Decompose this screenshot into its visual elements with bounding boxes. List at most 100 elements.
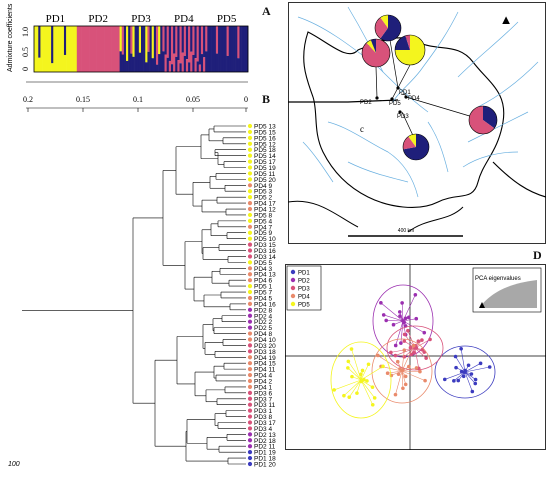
tree-tip-marker [248, 462, 252, 466]
structure-bar-segment [122, 26, 124, 55]
structure-bar-segment [38, 58, 40, 72]
structure-bar-segment [190, 26, 192, 52]
tree-tip-marker [248, 414, 252, 418]
structure-bar-segment [175, 57, 177, 72]
tree-tip-marker [248, 379, 252, 383]
structure-bar-segment [216, 54, 218, 72]
site-label-pd4: PD4 [408, 96, 420, 102]
pca-point [404, 317, 408, 321]
pca-point [400, 301, 404, 305]
structure-bar-segment [156, 65, 158, 72]
structure-bar-segment [205, 51, 207, 72]
structure-bar-segment [195, 26, 197, 58]
pca-point [414, 317, 418, 321]
structure-bar-segment [237, 58, 239, 72]
tree-tip-marker [248, 154, 252, 158]
tree-tip-marker [248, 159, 252, 163]
structure-bar-segment [60, 26, 62, 72]
structure-bar-segment [235, 26, 237, 72]
tree-tip-label: PD1 20 [254, 462, 276, 469]
structure-bar-segment [239, 26, 241, 72]
structure-bar-segment [107, 26, 109, 72]
structure-bar-segment [51, 63, 53, 72]
eigenvalue-inset: PCA eigenvalues [473, 268, 541, 312]
structure-bar-segment [98, 26, 100, 72]
pca-point [390, 374, 394, 378]
pca-point [402, 339, 406, 343]
structure-bar-segment [49, 26, 51, 72]
pca-point [443, 378, 447, 382]
structure-bar-segment [68, 26, 70, 72]
tree-tip-marker [248, 171, 252, 175]
structure-bar-segment [186, 59, 188, 72]
structure-bar-segment [62, 26, 64, 72]
pca-point [399, 341, 403, 345]
map-region-label: c [360, 124, 364, 134]
pca-point [471, 390, 475, 394]
structure-bar-segment [143, 26, 145, 72]
pca-point [362, 378, 366, 382]
pca-point [488, 365, 492, 369]
tree-tip-marker [248, 237, 252, 241]
structure-bar-segment [205, 26, 207, 51]
pca-point [402, 355, 406, 359]
structure-bar-segment [81, 26, 83, 72]
tree-tip-marker [248, 385, 252, 389]
tree-tip-marker [248, 201, 252, 205]
tree-tip-marker [248, 314, 252, 318]
pca-point [394, 393, 398, 397]
structure-bar-segment [152, 58, 154, 72]
pca-point [373, 396, 377, 400]
pca-legend-label: PD2 [298, 279, 310, 285]
pca-point [394, 354, 398, 358]
structure-bar-segment [224, 26, 226, 72]
tree-tip-marker [248, 165, 252, 169]
structure-bar-segment [190, 52, 192, 72]
structure-bar-segment [231, 26, 233, 72]
tree-tip-marker [248, 296, 252, 300]
scale-label: 400 km [398, 228, 414, 234]
pca-point [355, 391, 359, 395]
tree-tip-marker [248, 373, 252, 377]
pca-legend-marker [291, 278, 295, 282]
structure-bar-segment [150, 26, 152, 72]
tree-tip-marker [248, 432, 252, 436]
pca-point [376, 354, 380, 358]
structure-bar-segment [85, 26, 87, 72]
tree-tip-marker [248, 231, 252, 235]
pca-legend-marker [291, 270, 295, 274]
pca-point [359, 372, 363, 376]
structure-bar-segment [192, 26, 194, 55]
pca-point [401, 387, 405, 391]
pca-point [347, 360, 351, 364]
tree-tip-marker [248, 349, 252, 353]
structure-bar-segment [188, 26, 190, 62]
structure-bar-segment [186, 26, 188, 59]
tree-tick-005: 0.05 [186, 95, 200, 104]
pca-point [407, 365, 411, 369]
pca-point [456, 379, 460, 383]
structure-bar-segment [111, 26, 113, 72]
pca-point [414, 293, 418, 297]
structure-bar-segment [156, 26, 158, 65]
structure-bar-segment [158, 54, 160, 72]
pca-point [389, 351, 393, 355]
tree-tip-marker [248, 409, 252, 413]
tree-tip-marker [248, 403, 252, 407]
tree-tip-marker [248, 456, 252, 460]
tree-tip-marker [248, 438, 252, 442]
structure-bar-segment [145, 26, 147, 62]
tree-tip-marker [248, 278, 252, 282]
north-arrow-icon: ▲ [500, 12, 513, 27]
structure-bar-segment [199, 65, 201, 72]
tree-tip-marker [248, 189, 252, 193]
tree-tip-marker [248, 426, 252, 430]
structure-bar-segment [117, 26, 119, 72]
pca-point [459, 347, 463, 351]
tree-tip-marker [248, 219, 252, 223]
tree-tip-marker [248, 242, 252, 246]
pca-point [420, 338, 424, 342]
structure-bar-segment [113, 26, 115, 72]
tree-tip-marker [248, 284, 252, 288]
